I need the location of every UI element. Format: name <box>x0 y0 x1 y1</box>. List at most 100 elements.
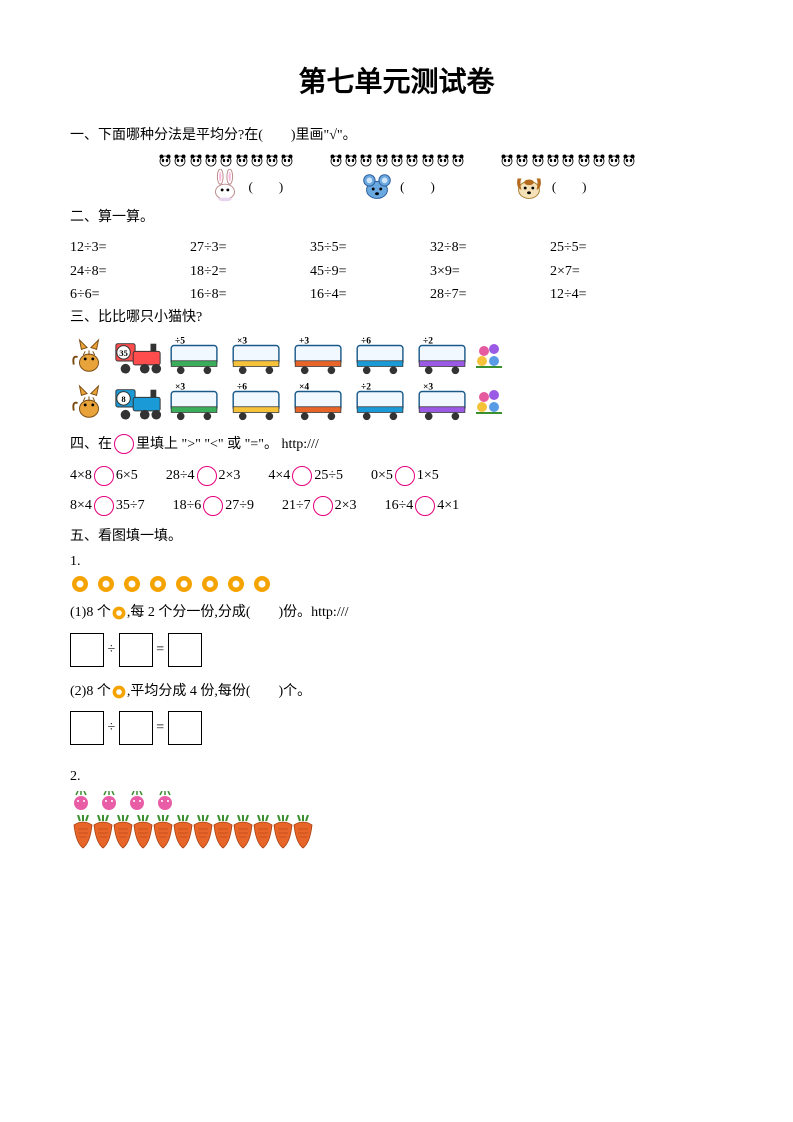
cmp-left: 21÷7 <box>282 498 311 513</box>
equals-symbol: = <box>156 720 164 735</box>
eq-box[interactable] <box>168 633 202 667</box>
train-car: +3 <box>288 336 350 376</box>
cmp-left: 0×5 <box>371 468 393 483</box>
panda-icon <box>607 153 621 167</box>
paren-blank[interactable]: ( ) <box>400 176 435 195</box>
carrot-row <box>70 815 723 849</box>
q2-grid: 12÷3=27÷3=35÷5=32÷8=25÷5= 24÷8=18÷2=45÷9=… <box>70 236 723 307</box>
compare-circle[interactable] <box>313 496 333 516</box>
cmp-right: 2×3 <box>219 468 241 483</box>
q5-p2-num: 2. <box>70 769 723 785</box>
compare-item: 0×5 1×5 <box>371 466 439 486</box>
cmp-right: 1×5 <box>417 468 439 483</box>
calc-cell[interactable]: 18÷2= <box>190 260 310 284</box>
q1-panda-row <box>70 153 723 167</box>
cmp-left: 4×4 <box>268 468 290 483</box>
calc-cell[interactable]: 35÷5= <box>310 236 430 260</box>
train-car: ÷5 <box>164 336 226 376</box>
compare-circle[interactable] <box>395 466 415 486</box>
paren-blank[interactable]: ( ) <box>552 176 587 195</box>
cmp-right: 4×1 <box>437 498 459 513</box>
q5-eq2: ÷ = <box>70 711 723 745</box>
train-car: ÷6 <box>350 336 412 376</box>
train-car: ×3 <box>226 336 288 376</box>
paren-blank[interactable]: ( ) <box>248 176 283 195</box>
compare-circle[interactable] <box>203 496 223 516</box>
cat-icon <box>70 338 108 374</box>
panda-group <box>500 153 636 167</box>
panda-icon <box>515 153 529 167</box>
calc-cell[interactable]: 3×9= <box>430 260 550 284</box>
q5-l1a: (1)8 个 <box>70 605 111 620</box>
calc-cell[interactable]: 27÷3= <box>190 236 310 260</box>
eq-box[interactable] <box>119 633 153 667</box>
compare-item: 8×435÷7 <box>70 496 145 516</box>
panda-group <box>158 153 294 167</box>
compare-circle[interactable] <box>94 496 114 516</box>
calc-cell[interactable]: 6÷6= <box>70 283 190 307</box>
compare-item: 21÷7 2×3 <box>282 496 357 516</box>
q1-animal-row: ( ) ( ) ( ) <box>70 169 723 201</box>
donut-icon <box>70 574 90 594</box>
eq-box[interactable] <box>119 711 153 745</box>
calc-cell[interactable]: 2×7= <box>550 260 670 284</box>
cmp-left: 16÷4 <box>385 498 414 513</box>
panda-icon <box>250 153 264 167</box>
q4-prompt-b: 里填上 ">" "<" 或 "="。 http:/// <box>136 437 319 452</box>
calc-cell[interactable]: 45÷9= <box>310 260 430 284</box>
cmp-right: 6×5 <box>116 468 138 483</box>
panda-icon <box>344 153 358 167</box>
train-car: ÷6 <box>226 382 288 422</box>
calc-cell[interactable]: 16÷8= <box>190 283 310 307</box>
dog-icon <box>510 169 548 201</box>
panda-icon <box>592 153 606 167</box>
q5-donut-row <box>70 574 723 594</box>
calc-cell[interactable]: 12÷4= <box>550 283 670 307</box>
eq-box[interactable] <box>168 711 202 745</box>
panda-icon <box>531 153 545 167</box>
compare-item: 28÷42×3 <box>166 466 241 486</box>
compare-circle[interactable] <box>94 466 114 486</box>
q4-rows: 4×86×528÷42×34×425÷50×51×58×435÷718÷627÷… <box>70 466 723 516</box>
q4-prompt-a: 四、在 <box>70 437 112 452</box>
calc-cell[interactable]: 12÷3= <box>70 236 190 260</box>
train-car: ×4 <box>288 382 350 422</box>
compare-circle[interactable] <box>197 466 217 486</box>
train-car: ×3 <box>412 382 474 422</box>
calc-cell[interactable]: 32÷8= <box>430 236 550 260</box>
eq-box[interactable] <box>70 633 104 667</box>
compare-circle[interactable] <box>415 496 435 516</box>
cmp-left: 4×8 <box>70 468 92 483</box>
compare-item: 16÷4 4×1 <box>385 496 460 516</box>
svg-text:8: 8 <box>121 394 126 404</box>
eq-box[interactable] <box>70 711 104 745</box>
calc-cell[interactable]: 16÷4= <box>310 283 430 307</box>
panda-icon <box>280 153 294 167</box>
donut-icon <box>174 574 194 594</box>
panda-icon <box>235 153 249 167</box>
calc-cell[interactable]: 24÷8= <box>70 260 190 284</box>
train-car: ÷2 <box>350 382 412 422</box>
panda-icon <box>421 153 435 167</box>
panda-icon <box>329 153 343 167</box>
panda-icon <box>204 153 218 167</box>
q5-l2a: (2)8 个 <box>70 684 111 699</box>
calc-cell[interactable]: 25÷5= <box>550 236 670 260</box>
donut-icon <box>200 574 220 594</box>
cmp-left: 8×4 <box>70 498 92 513</box>
train-car: ÷2 <box>412 336 474 376</box>
cat-icon <box>70 384 108 420</box>
q2-prompt: 二、算一算。 <box>70 207 723 229</box>
circle-icon <box>114 434 134 454</box>
compare-circle[interactable] <box>292 466 312 486</box>
calc-cell[interactable]: 28÷7= <box>430 283 550 307</box>
panda-icon <box>436 153 450 167</box>
panda-icon <box>405 153 419 167</box>
q3-prompt: 三、比比哪只小猫快? <box>70 307 723 329</box>
panda-icon <box>375 153 389 167</box>
flower-icon <box>474 341 504 371</box>
compare-item: 4×425÷5 <box>268 466 343 486</box>
radish-icon <box>98 791 120 813</box>
cmp-right: 2×3 <box>335 498 357 513</box>
panda-icon <box>265 153 279 167</box>
